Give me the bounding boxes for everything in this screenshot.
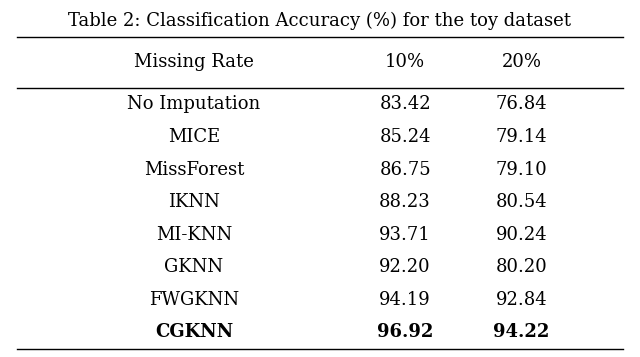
Text: 90.24: 90.24	[496, 226, 547, 243]
Text: 85.24: 85.24	[380, 128, 431, 146]
Text: 76.84: 76.84	[496, 95, 547, 114]
Text: MissForest: MissForest	[144, 161, 244, 178]
Text: FWGKNN: FWGKNN	[149, 291, 239, 309]
Text: 83.42: 83.42	[380, 95, 431, 114]
Text: 94.19: 94.19	[380, 291, 431, 309]
Text: 80.54: 80.54	[496, 193, 547, 211]
Text: GKNN: GKNN	[164, 258, 223, 276]
Text: IKNN: IKNN	[168, 193, 220, 211]
Text: Missing Rate: Missing Rate	[134, 52, 254, 71]
Text: MI-KNN: MI-KNN	[156, 226, 232, 243]
Text: 79.10: 79.10	[496, 161, 548, 178]
Text: No Imputation: No Imputation	[127, 95, 260, 114]
Text: 80.20: 80.20	[496, 258, 548, 276]
Text: MICE: MICE	[168, 128, 220, 146]
Text: 92.84: 92.84	[496, 291, 547, 309]
Text: CGKNN: CGKNN	[155, 323, 233, 341]
Text: 86.75: 86.75	[380, 161, 431, 178]
Text: 93.71: 93.71	[380, 226, 431, 243]
Text: 92.20: 92.20	[380, 258, 431, 276]
Text: 20%: 20%	[502, 52, 541, 71]
Text: 88.23: 88.23	[380, 193, 431, 211]
Text: Table 2: Classification Accuracy (%) for the toy dataset: Table 2: Classification Accuracy (%) for…	[68, 12, 572, 30]
Text: 94.22: 94.22	[493, 323, 550, 341]
Text: 96.92: 96.92	[377, 323, 433, 341]
Text: 10%: 10%	[385, 52, 425, 71]
Text: 79.14: 79.14	[496, 128, 547, 146]
